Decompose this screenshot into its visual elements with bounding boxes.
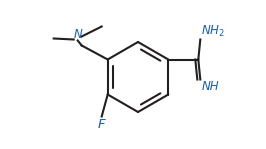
Text: NH$_2$: NH$_2$ [201,23,226,38]
Text: NH: NH [201,80,219,94]
Text: N: N [73,28,82,41]
Text: F: F [98,118,106,132]
